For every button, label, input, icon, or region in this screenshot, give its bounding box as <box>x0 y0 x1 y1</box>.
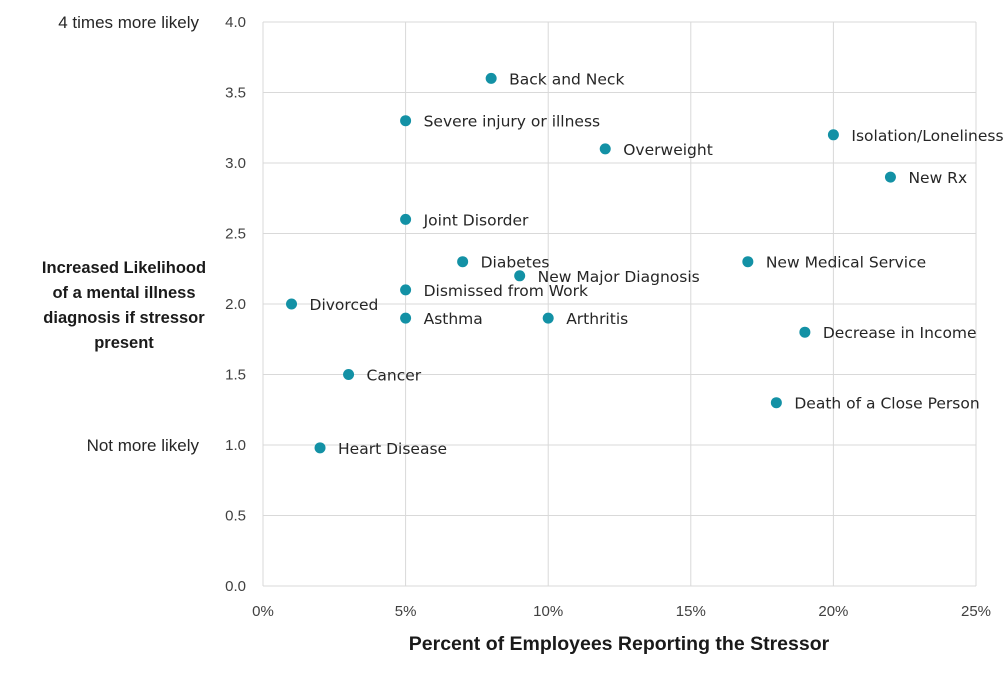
data-point <box>400 312 412 324</box>
data-point <box>542 312 554 324</box>
data-point <box>742 256 754 268</box>
y-tick-label: 3.0 <box>225 155 246 172</box>
data-label: Diabetes <box>481 254 550 272</box>
x-axis-ticks: 0% 5% 10% 15% 20% 25% <box>252 603 991 620</box>
data-label: Dismissed from Work <box>424 282 588 300</box>
data-label: New Rx <box>908 169 967 187</box>
y-tick-label: 0.0 <box>225 578 246 595</box>
x-tick-label: 10% <box>533 603 563 620</box>
data-label: Severe injury or illness <box>424 113 601 131</box>
data-point <box>514 270 526 282</box>
y-axis-title: Increased Likelihood of a mental illness… <box>20 256 228 356</box>
data-point <box>599 143 611 155</box>
y-axis-title-line: Increased Likelihood <box>41 259 207 277</box>
x-axis-title: Percent of Employees Reporting the Stres… <box>409 633 830 655</box>
y-annotation: Not more likely <box>87 436 200 455</box>
data-label: Arthritis <box>566 310 628 328</box>
x-tick-label: 0% <box>252 603 274 620</box>
data-label: Cancer <box>367 367 422 385</box>
data-label: New Medical Service <box>766 254 926 272</box>
data-points: Back and Neck Severe injury or illness Iso… <box>286 70 1004 458</box>
y-tick-label: 2.5 <box>225 226 246 243</box>
data-point <box>400 213 412 225</box>
x-tick-label: 15% <box>676 603 706 620</box>
y-tick-label: 1.5 <box>225 367 246 384</box>
data-point <box>770 397 782 409</box>
data-point <box>286 298 298 310</box>
y-tick-label: 2.0 <box>225 296 246 313</box>
y-axis-title-line: diagnosis if stressor <box>43 309 205 327</box>
data-label: Isolation/Loneliness <box>851 127 1003 145</box>
x-tick-label: 25% <box>961 603 991 620</box>
data-label: New Major Diagnosis <box>538 268 700 286</box>
data-label: Death of a Close Person <box>794 395 979 413</box>
data-label: Decrease in Income <box>823 324 977 342</box>
data-point <box>485 72 497 84</box>
y-annotations: 4 times more likely Not more likely <box>58 13 199 455</box>
y-axis-title-line: of a mental illness <box>52 284 196 302</box>
data-label: Divorced <box>310 296 379 314</box>
data-point <box>457 256 469 268</box>
data-point <box>400 284 412 296</box>
y-tick-label: 4.0 <box>225 14 246 31</box>
x-tick-label: 20% <box>818 603 848 620</box>
data-label: Asthma <box>424 310 483 328</box>
y-tick-label: 3.5 <box>225 85 246 102</box>
y-axis-ticks: 0.0 0.5 1.0 1.5 2.0 2.5 3.0 3.5 4.0 <box>225 14 246 595</box>
data-label: Joint Disorder <box>423 211 529 229</box>
data-point <box>400 115 412 127</box>
data-label: Overweight <box>623 141 713 159</box>
data-label: Heart Disease <box>338 440 447 458</box>
data-point <box>827 129 839 141</box>
data-point <box>343 369 355 380</box>
data-point <box>314 442 326 454</box>
data-point <box>799 326 811 338</box>
x-tick-label: 5% <box>395 603 417 620</box>
y-annotation: 4 times more likely <box>58 13 199 32</box>
y-axis-title-line: present <box>94 334 154 352</box>
data-point <box>884 171 896 183</box>
y-tick-label: 0.5 <box>225 508 246 525</box>
y-tick-label: 1.0 <box>225 437 246 454</box>
data-label: Back and Neck <box>509 70 624 88</box>
